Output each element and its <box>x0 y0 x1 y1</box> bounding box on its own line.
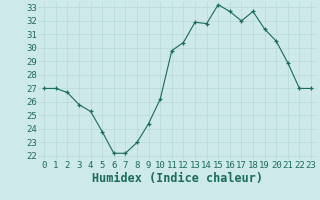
X-axis label: Humidex (Indice chaleur): Humidex (Indice chaleur) <box>92 172 263 185</box>
